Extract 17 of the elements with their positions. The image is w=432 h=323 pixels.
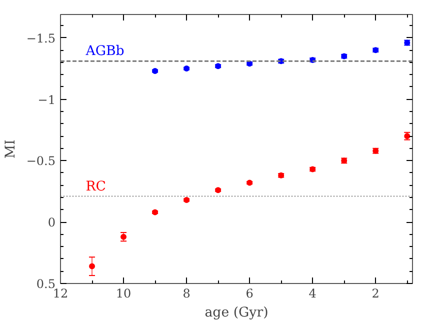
y-tick-label: 0 bbox=[48, 216, 56, 230]
ref-line-label: AGBb bbox=[84, 44, 124, 60]
y-tick-label: −1 bbox=[38, 92, 56, 107]
y-tick-label: −0.5 bbox=[26, 154, 56, 168]
point bbox=[89, 263, 96, 270]
x-tick-label: 8 bbox=[182, 286, 190, 300]
point bbox=[215, 187, 222, 194]
point bbox=[246, 180, 253, 186]
y-tick-label: −1.5 bbox=[26, 31, 56, 46]
x-axis-title: age (Gyr) bbox=[204, 306, 268, 320]
x-tick-label: 6 bbox=[246, 286, 254, 300]
ref-line-label: RC bbox=[86, 179, 106, 194]
x-tick-label: 10 bbox=[116, 286, 132, 300]
y-axis-title: MI bbox=[3, 140, 18, 158]
x-tick-label: 2 bbox=[372, 286, 380, 300]
point bbox=[120, 234, 127, 240]
x-tick-label: 4 bbox=[308, 286, 317, 300]
